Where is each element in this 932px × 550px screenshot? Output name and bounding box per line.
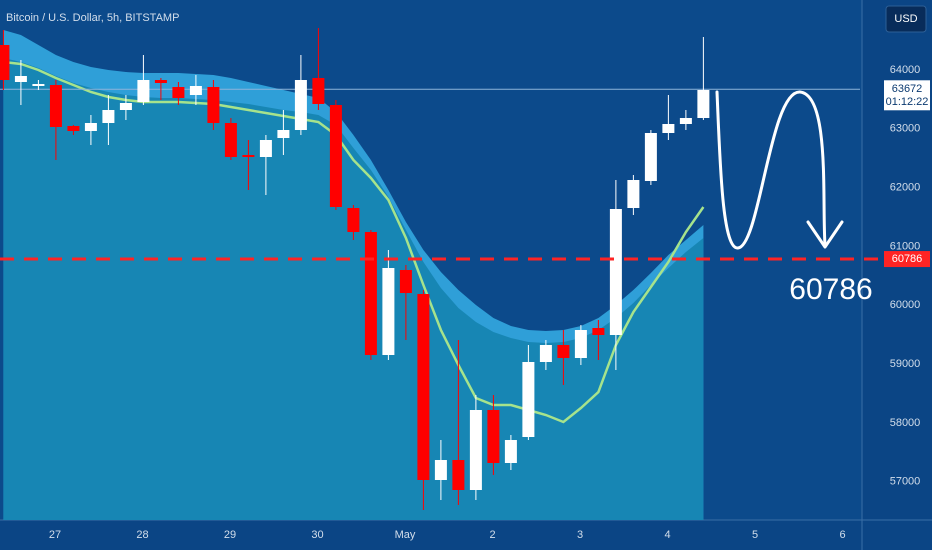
y-tick-label: 61000 — [890, 240, 921, 252]
currency-button[interactable] — [885, 5, 927, 33]
candle-body — [312, 78, 325, 104]
currency-label[interactable]: USD — [894, 13, 917, 25]
candle-body — [32, 84, 45, 86]
drawn-arrow — [715, 90, 827, 250]
x-tick-label: 30 — [311, 529, 323, 541]
last-price-label: 63672 — [892, 83, 923, 95]
candle-body — [592, 328, 605, 335]
candle-body — [294, 80, 307, 130]
countdown-label: 01:12:22 — [886, 96, 929, 108]
x-tick-label: 6 — [839, 529, 845, 541]
chart-title: Bitcoin / U.S. Dollar, 5h, BITSTAMP — [6, 12, 179, 24]
candle-body — [539, 345, 552, 362]
candle-body — [627, 180, 640, 208]
candle-body — [102, 110, 115, 123]
ema-line — [3, 60, 705, 424]
y-tick-label: 63000 — [890, 123, 921, 135]
candle-body — [574, 330, 587, 358]
y-tick-label: 62000 — [890, 182, 921, 194]
candle-body — [207, 87, 220, 123]
candle-body — [119, 103, 132, 110]
arrow-head — [806, 220, 844, 249]
x-tick-label: 3 — [577, 529, 583, 541]
candle-body — [469, 410, 482, 490]
y-tick-label: 59000 — [890, 358, 921, 370]
level-label: 60786 — [892, 253, 923, 265]
candle-body — [277, 130, 290, 138]
time-axis-area — [0, 520, 932, 550]
x-tick-label: 5 — [752, 529, 758, 541]
candle-body — [364, 232, 377, 355]
candle-body — [662, 124, 675, 133]
x-tick-label: 27 — [49, 529, 61, 541]
y-tick-label: 64000 — [890, 64, 921, 76]
candle-body — [679, 118, 692, 124]
candle-body — [137, 80, 150, 102]
candle-body — [347, 208, 360, 232]
candle-body — [172, 87, 185, 98]
candle-body — [259, 140, 272, 157]
y-tick-label: 57000 — [890, 476, 921, 488]
candle-body — [417, 294, 430, 480]
candle-body — [522, 362, 535, 437]
level-annotation: 60786 — [789, 273, 872, 306]
candle-body — [154, 80, 167, 83]
candle-body — [697, 90, 710, 118]
y-tick-label: 60000 — [890, 299, 921, 311]
y-tick-label: 58000 — [890, 417, 921, 429]
candle-body — [504, 440, 517, 463]
candle-body — [329, 105, 342, 207]
level-box — [884, 251, 930, 268]
plot — [0, 28, 860, 520]
x-tick-label: 29 — [224, 529, 236, 541]
x-tick-label: 28 — [136, 529, 148, 541]
candle-body — [189, 86, 202, 95]
candle-body — [224, 123, 237, 157]
candle-body — [434, 460, 447, 480]
candle-body — [84, 123, 97, 131]
last-price-box — [884, 80, 930, 111]
candle-body — [487, 410, 500, 463]
candle-body — [609, 209, 622, 335]
candle-body — [557, 345, 570, 358]
candle-body — [49, 85, 62, 127]
x-tick-label: 4 — [664, 529, 670, 541]
x-tick-label: May — [395, 529, 416, 541]
candle-body — [644, 133, 657, 181]
candle-body — [382, 268, 395, 355]
candle-body — [14, 76, 27, 82]
x-tick-label: 2 — [489, 529, 495, 541]
candle-body — [0, 45, 10, 80]
candle-body — [452, 460, 465, 490]
candle-body — [67, 126, 80, 131]
candle-body — [242, 155, 255, 157]
candle-body — [399, 270, 412, 293]
